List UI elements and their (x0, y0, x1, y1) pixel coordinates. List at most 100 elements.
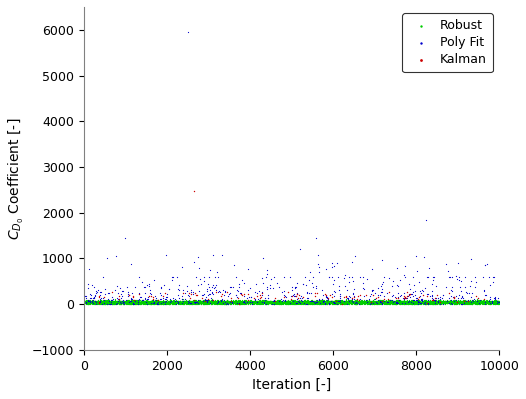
Robust (316, 300, 325, 306)
Robust (141, 300, 149, 306)
Robust (346, 298, 354, 304)
Robust (297, 299, 306, 305)
Robust (366, 298, 375, 304)
Robust (361, 297, 369, 304)
Robust (421, 298, 430, 305)
Robust (471, 299, 480, 305)
Robust (247, 300, 255, 306)
Robust (363, 298, 372, 304)
Robust (290, 298, 299, 304)
Robust (189, 298, 198, 305)
Robust (398, 299, 406, 305)
Robust (324, 297, 332, 304)
Robust (220, 299, 229, 305)
Robust (188, 300, 197, 306)
Robust (201, 298, 209, 304)
Robust (355, 299, 363, 305)
Kalman (145, 293, 153, 300)
Robust (463, 298, 472, 305)
Robust (351, 297, 360, 303)
Robust (482, 299, 490, 306)
Robust (98, 300, 107, 307)
Robust (284, 298, 292, 304)
Robust (317, 301, 325, 307)
Robust (429, 300, 438, 306)
Robust (301, 298, 309, 304)
Robust (179, 299, 188, 305)
Robust (371, 299, 380, 305)
Robust (340, 299, 349, 305)
Robust (419, 299, 427, 306)
Poly Fit (87, 294, 95, 301)
Robust (129, 299, 138, 305)
Robust (409, 300, 417, 306)
Poly Fit (306, 298, 314, 304)
Robust (93, 298, 102, 304)
Robust (263, 300, 271, 306)
Robust (196, 298, 205, 305)
Robust (362, 299, 371, 306)
Robust (254, 299, 262, 305)
Robust (201, 297, 209, 304)
Kalman (95, 294, 104, 300)
Robust (116, 299, 124, 305)
Robust (490, 299, 498, 305)
Robust (351, 298, 360, 304)
Robust (332, 298, 340, 305)
Robust (204, 300, 213, 307)
Robust (128, 297, 136, 303)
Robust (219, 300, 227, 306)
Robust (291, 299, 299, 306)
Robust (473, 299, 482, 305)
Robust (398, 298, 407, 305)
Robust (189, 298, 198, 305)
Robust (125, 299, 134, 305)
Robust (422, 298, 431, 305)
Robust (492, 299, 501, 306)
Robust (258, 298, 267, 304)
Robust (200, 297, 208, 304)
Robust (116, 300, 124, 306)
Robust (441, 298, 449, 304)
Robust (460, 299, 469, 306)
Robust (150, 299, 159, 305)
Robust (128, 297, 137, 304)
Robust (216, 299, 224, 305)
Poly Fit (352, 300, 361, 306)
Robust (423, 300, 432, 307)
Robust (140, 300, 149, 306)
Poly Fit (386, 297, 394, 303)
Robust (434, 298, 442, 304)
Poly Fit (409, 292, 418, 299)
Robust (334, 299, 342, 305)
Robust (366, 299, 374, 305)
Poly Fit (195, 265, 203, 271)
Robust (424, 299, 432, 306)
Robust (286, 299, 294, 305)
Robust (246, 300, 254, 307)
Robust (231, 299, 239, 305)
Robust (359, 299, 368, 305)
Robust (299, 299, 307, 305)
Robust (371, 299, 380, 305)
Robust (153, 300, 161, 307)
Robust (193, 298, 201, 305)
Robust (218, 299, 226, 306)
Robust (201, 300, 210, 306)
Robust (359, 300, 367, 306)
Robust (412, 298, 421, 305)
Robust (459, 299, 467, 305)
Robust (270, 297, 278, 304)
Robust (222, 297, 231, 304)
Robust (335, 299, 343, 305)
Robust (102, 299, 110, 306)
Robust (360, 300, 369, 306)
Poly Fit (160, 282, 168, 288)
Robust (369, 300, 378, 306)
Robust (233, 298, 241, 304)
Robust (131, 300, 139, 307)
Robust (179, 300, 188, 306)
Robust (319, 298, 327, 304)
Robust (376, 299, 385, 305)
Robust (204, 300, 213, 306)
